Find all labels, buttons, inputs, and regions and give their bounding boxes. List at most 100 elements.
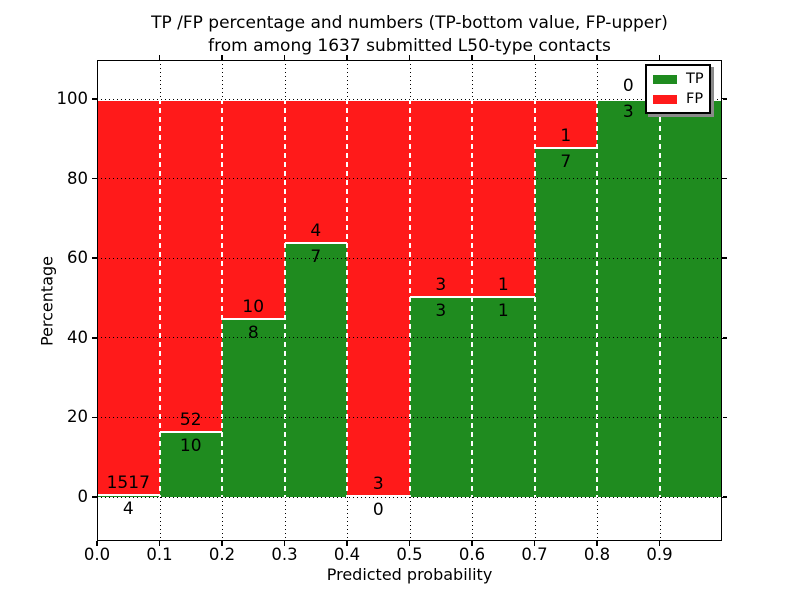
x-tick [221,541,223,546]
y-tick-right [722,337,727,339]
x-tick-top [346,55,348,60]
y-tick-label: 40 [67,327,88,347]
bar-tp-segment [222,320,285,497]
bar-tp-segment [472,298,535,497]
bar-fp-segment [472,99,535,298]
v-gridline [222,497,223,541]
chart-title-line2: from among 1637 submitted L50-type conta… [208,36,611,56]
bar-boundary-line [721,99,723,497]
x-tick [658,541,661,546]
h-gridline [97,416,722,418]
x-tick-top [658,55,661,60]
tp-count-label: 3 [622,102,634,122]
h-gridline [97,496,722,498]
legend-label-fp: FP [686,91,704,107]
fp-count-label: 3 [372,474,384,494]
bar-boundary-line [596,99,598,497]
v-gridline [347,497,348,541]
bar-boundary-line [346,99,348,497]
h-gridline [97,257,722,259]
v-gridline [284,497,286,541]
x-tick-top [283,55,286,60]
x-tick-label: 0.0 [83,545,111,564]
fp-count-label: 1517 [106,473,150,493]
tp-count-label: 10 [179,436,202,456]
fp-swatch-icon [653,94,677,104]
bar-fp-segment [222,99,285,320]
y-tick-right [722,416,727,419]
v-gridline [284,60,286,99]
v-gridline [534,60,536,99]
x-tick [283,541,286,546]
y-tick-label: 0 [77,487,89,506]
x-tick-label: 0.2 [208,545,236,564]
x-tick-label: 0.3 [271,545,298,564]
fp-count-label: 0 [622,76,634,96]
y-tick-label: 20 [67,407,88,427]
bar-boundary-line [658,99,661,497]
bar-fp-segment [97,99,160,496]
x-tick-label: 0.6 [458,545,486,564]
y-tick [92,416,97,419]
chart-title-line1: TP /FP percentage and numbers (TP-bottom… [151,13,668,33]
y-tick [92,257,97,259]
fp-count-label: 1 [497,275,509,295]
bar-tp-segment [534,149,597,497]
x-tick-label: 0.1 [146,545,173,564]
bar-fp-segment [409,99,472,298]
plot-area: TP FP 15174521010847303311170303 [97,60,723,541]
y-tick-label: 80 [67,168,88,188]
x-tick-top [221,55,223,60]
bar-tp-segment [597,99,660,497]
y-tick-label: 60 [67,248,88,268]
y-tick-label: 100 [56,89,89,108]
y-tick-right [722,496,727,498]
fp-count-label: 10 [242,297,265,317]
y-tick-right [722,177,727,180]
x-tick [346,541,348,546]
bar-boundary-line [158,99,161,497]
bar-boundary-line [283,99,286,497]
bar-boundary-line [533,99,536,497]
y-tick-right [722,98,727,100]
v-gridline [159,60,161,99]
y-tick [92,98,97,100]
h-gridline [97,178,722,180]
bar-tp-segment [159,433,222,497]
fp-count-label: 4 [310,221,322,241]
h-gridline [97,98,722,100]
x-tick [533,541,536,546]
h-gridline [97,337,722,339]
v-gridline [659,497,661,541]
tp-swatch-icon [653,74,677,84]
bar-fp-segment [159,99,222,433]
y-tick-right [722,257,727,259]
x-tick-label: 0.9 [646,545,673,564]
bar-fp-segment [347,99,410,497]
x-tick [596,541,598,546]
tp-count-label: 3 [435,301,447,321]
v-gridline [597,497,598,541]
v-gridline [472,60,473,99]
x-tick-label: 0.8 [583,545,611,564]
x-tick-top [158,55,161,60]
tp-count-label: 0 [372,500,384,520]
bar-boundary-line [221,99,223,497]
tp-count-label: 4 [122,499,134,519]
y-tick [92,496,97,498]
bar-tp-segment [659,99,722,497]
v-gridline [347,60,348,99]
x-tick-label: 0.5 [396,545,423,564]
v-gridline [534,497,536,541]
x-tick [408,541,411,546]
x-tick [96,541,98,546]
legend: TP FP [645,64,711,114]
tp-count-label: 7 [310,247,322,267]
legend-item-fp: FP [653,91,703,107]
legend-label-tp: TP [686,71,704,87]
v-gridline [222,60,223,99]
bar-boundary-line [471,99,473,497]
chart-title: TP /FP percentage and numbers (TP-bottom… [97,12,722,58]
x-tick [471,541,473,546]
